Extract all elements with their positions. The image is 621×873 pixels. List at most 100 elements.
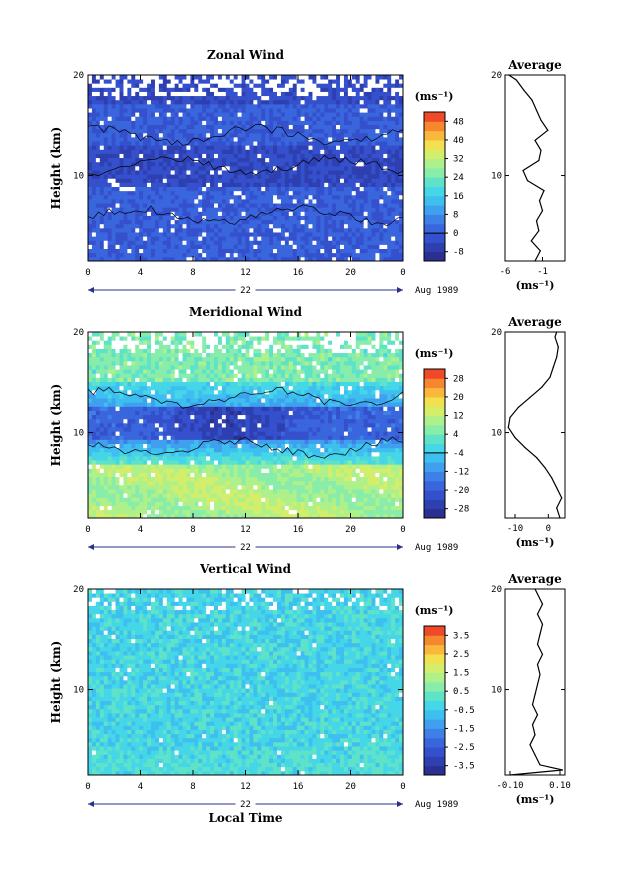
heatmap-cell (383, 99, 388, 105)
heatmap-cell (194, 128, 199, 134)
heatmap-cell (284, 182, 290, 187)
heatmap-cell (154, 215, 160, 221)
heatmap-cell (162, 103, 168, 109)
heatmap-cell (147, 476, 152, 482)
heatmap-cell (111, 95, 116, 101)
heatmap-cell (115, 112, 120, 117)
x-tick-label: 12 (240, 268, 251, 278)
heatmap-cell (214, 170, 219, 175)
heatmap-cell (174, 108, 179, 113)
heatmap-cell (399, 236, 404, 241)
heatmap-cell (288, 116, 294, 121)
heatmap-cell (198, 174, 203, 179)
heatmap-cell (139, 178, 144, 183)
heatmap-cell (229, 182, 235, 187)
heatmap-cell (340, 170, 345, 175)
heatmap-cell (91, 79, 97, 84)
heatmap-cell (178, 161, 183, 167)
heatmap-cell (277, 161, 282, 167)
heatmap-cell (261, 199, 266, 204)
heatmap-cell (288, 112, 294, 117)
heatmap-cell (166, 112, 172, 117)
heatmap-cell (103, 186, 109, 192)
heatmap-cell (308, 108, 313, 113)
heatmap-cell (225, 157, 231, 163)
heatmap-cell (186, 456, 191, 461)
heatmap-cell (328, 165, 333, 171)
heatmap-cell (103, 451, 109, 457)
heatmap-cell (375, 95, 380, 101)
heatmap-cell (265, 112, 270, 117)
heatmap-cell (288, 145, 294, 150)
heatmap-cell (379, 203, 384, 208)
colorbar-frame (423, 111, 446, 262)
heatmap-cell (162, 501, 168, 506)
heatmap-cell (296, 120, 302, 125)
heatmap-cell (265, 145, 270, 150)
heatmap-cell (186, 480, 191, 486)
heatmap-cell (316, 99, 321, 105)
heatmap-cell (206, 75, 211, 80)
heatmap-cell (131, 244, 136, 249)
heatmap-cell (214, 83, 219, 88)
heatmap-cell (143, 141, 148, 146)
heatmap-cell (367, 112, 372, 117)
heatmap-cell (198, 149, 203, 154)
heatmap-cell (202, 153, 207, 159)
heatmap-cell (347, 128, 353, 134)
heatmap-cell (127, 244, 132, 249)
heatmap-cell (170, 456, 176, 461)
heatmap-cell (143, 75, 148, 80)
heatmap-cell (308, 116, 313, 121)
heatmap-cell (249, 460, 254, 465)
heatmap-cell (162, 207, 168, 212)
heatmap-cell (316, 223, 321, 229)
heatmap-cell (210, 137, 215, 142)
heatmap-cell (336, 186, 341, 192)
heatmap-cell (292, 501, 298, 506)
heatmap-cell (395, 505, 400, 511)
heatmap-cell (245, 509, 250, 515)
heatmap-cell (210, 116, 215, 121)
heatmap-cell (367, 99, 372, 105)
heatmap-cell (233, 128, 239, 134)
heatmap-cell (229, 464, 235, 469)
heatmap-cell (170, 99, 176, 105)
heatmap-cell (198, 186, 203, 192)
heatmap-cell (103, 472, 109, 478)
heatmap-cell (123, 186, 128, 192)
heatmap-cell (343, 87, 349, 92)
heatmap-cell (391, 190, 396, 196)
heatmap-cell (154, 227, 160, 233)
heatmap-cell (399, 75, 404, 80)
heatmap-cell (332, 493, 337, 498)
heatmap-cell (387, 480, 392, 486)
heatmap-cell (395, 103, 400, 109)
heatmap-cell (154, 236, 160, 241)
heatmap-cell (237, 108, 242, 113)
heatmap-cell (166, 75, 172, 80)
heatmap-cell (170, 493, 176, 498)
heatmap-cell (217, 145, 223, 150)
heatmap-cell (304, 165, 309, 171)
heatmap-cell (139, 468, 144, 473)
heatmap-cell (253, 456, 258, 461)
heatmap-cell (316, 513, 321, 519)
heatmap-cell (371, 509, 376, 515)
heatmap-cell (257, 472, 262, 478)
heatmap-cell (206, 489, 211, 494)
heatmap-cell (320, 75, 325, 80)
heatmap-cell (316, 493, 321, 498)
heatmap-cell (186, 153, 191, 159)
heatmap-cell (273, 186, 278, 192)
heatmap-cell (332, 174, 337, 179)
heatmap-cell (253, 120, 258, 125)
heatmap-cell (359, 79, 365, 84)
heatmap-cell (399, 505, 404, 511)
heatmap-cell (395, 83, 400, 88)
heatmap-cell (308, 227, 313, 233)
heatmap-cell (143, 149, 148, 154)
heatmap-cell (253, 116, 258, 121)
heatmap-cell (284, 83, 290, 88)
heatmap-cell (182, 161, 187, 167)
